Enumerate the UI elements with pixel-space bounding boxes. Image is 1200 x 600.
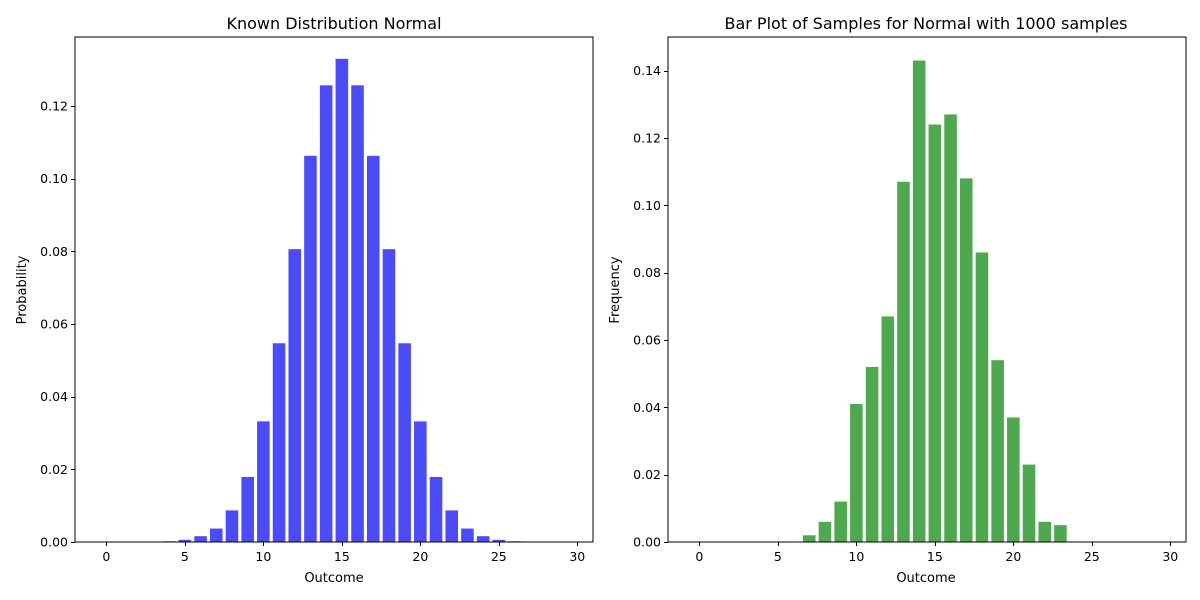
bar [476,536,490,542]
bar-series [162,58,521,543]
bar [398,343,411,542]
y-axis-ticks: 0.00 0.02 0.04 0.06 0.08 0.10 0.12 [40,99,75,550]
y-tick-label: 0.08 [40,244,68,259]
bar [335,58,349,543]
bar [382,249,396,543]
bar [414,421,427,542]
chart-sample-frequency: Bar Plot of Samples for Normal with 1000… [608,14,1187,586]
x-axis-label: Outcome [304,571,363,586]
bar [492,539,506,542]
bar [429,476,443,542]
plot-frame [74,36,594,543]
bar [991,360,1004,542]
bar [351,85,364,542]
bar [865,366,879,542]
bar [178,539,192,542]
chart-title: Bar Plot of Samples for Normal with 1000… [724,14,1127,33]
chart-known-distribution: Known Distribution Normal 0 5 10 15 20 25 30 0… [15,14,594,586]
x-tick-label: 0 [695,549,703,564]
y-tick-label: 0.12 [633,131,661,146]
y-tick-label: 0.02 [40,462,68,477]
bar [897,181,910,542]
bar [1007,417,1020,542]
x-tick-label: 10 [848,549,864,564]
y-tick-label: 0.06 [633,333,661,348]
x-tick-label: 10 [255,549,271,564]
y-tick-label: 0.08 [633,265,661,280]
bar [272,343,286,542]
bar [225,510,239,542]
y-tick-label: 0.00 [633,535,661,550]
y-tick-label: 0.00 [40,535,68,550]
x-tick-label: 15 [927,549,943,564]
x-tick-label: 15 [334,549,350,564]
bar [975,252,989,542]
x-tick-label: 30 [569,549,585,564]
x-tick-label: 20 [412,549,428,564]
bar [366,155,380,543]
bar [834,501,847,542]
bar [818,521,832,542]
x-tick-label: 25 [491,549,507,564]
bar [209,528,223,542]
y-axis-ticks: 0.00 0.02 0.04 0.06 0.08 0.10 0.12 0.14 [633,63,668,550]
bar [1038,521,1052,542]
bar [881,316,895,542]
y-tick-label: 0.12 [40,99,68,114]
x-tick-label: 5 [181,549,189,564]
y-tick-label: 0.10 [633,198,661,213]
bar [959,178,973,542]
bar-series [802,60,1067,543]
bar [257,421,270,542]
bar [241,476,254,542]
y-tick-label: 0.04 [40,389,68,404]
y-axis-label: Frequency [608,256,623,323]
bar [944,114,957,543]
x-tick-label: 30 [1162,549,1178,564]
y-tick-label: 0.04 [633,400,661,415]
bar [912,60,926,542]
x-tick-label: 25 [1084,549,1100,564]
y-tick-label: 0.06 [40,317,68,332]
chart-title: Known Distribution Normal [226,14,441,33]
bar [445,510,459,542]
bar [319,85,333,542]
x-axis-ticks: 0 5 10 15 20 25 30 [695,542,1178,564]
y-tick-label: 0.10 [40,171,68,186]
bar [194,536,207,542]
bar [304,155,317,543]
bar [288,249,302,543]
x-axis-ticks: 0 5 10 15 20 25 30 [102,542,585,564]
plot-frame [667,36,1187,543]
bar [1054,525,1067,542]
x-tick-label: 5 [774,549,782,564]
x-tick-label: 0 [102,549,110,564]
y-tick-label: 0.02 [633,467,661,482]
y-tick-label: 0.14 [633,63,661,78]
bar [802,535,816,542]
bar [1022,464,1036,542]
bar [928,124,942,542]
y-axis-label: Probability [15,255,30,324]
x-tick-label: 20 [1005,549,1021,564]
bar [850,403,863,542]
bar [461,528,474,542]
x-axis-label: Outcome [896,571,955,586]
